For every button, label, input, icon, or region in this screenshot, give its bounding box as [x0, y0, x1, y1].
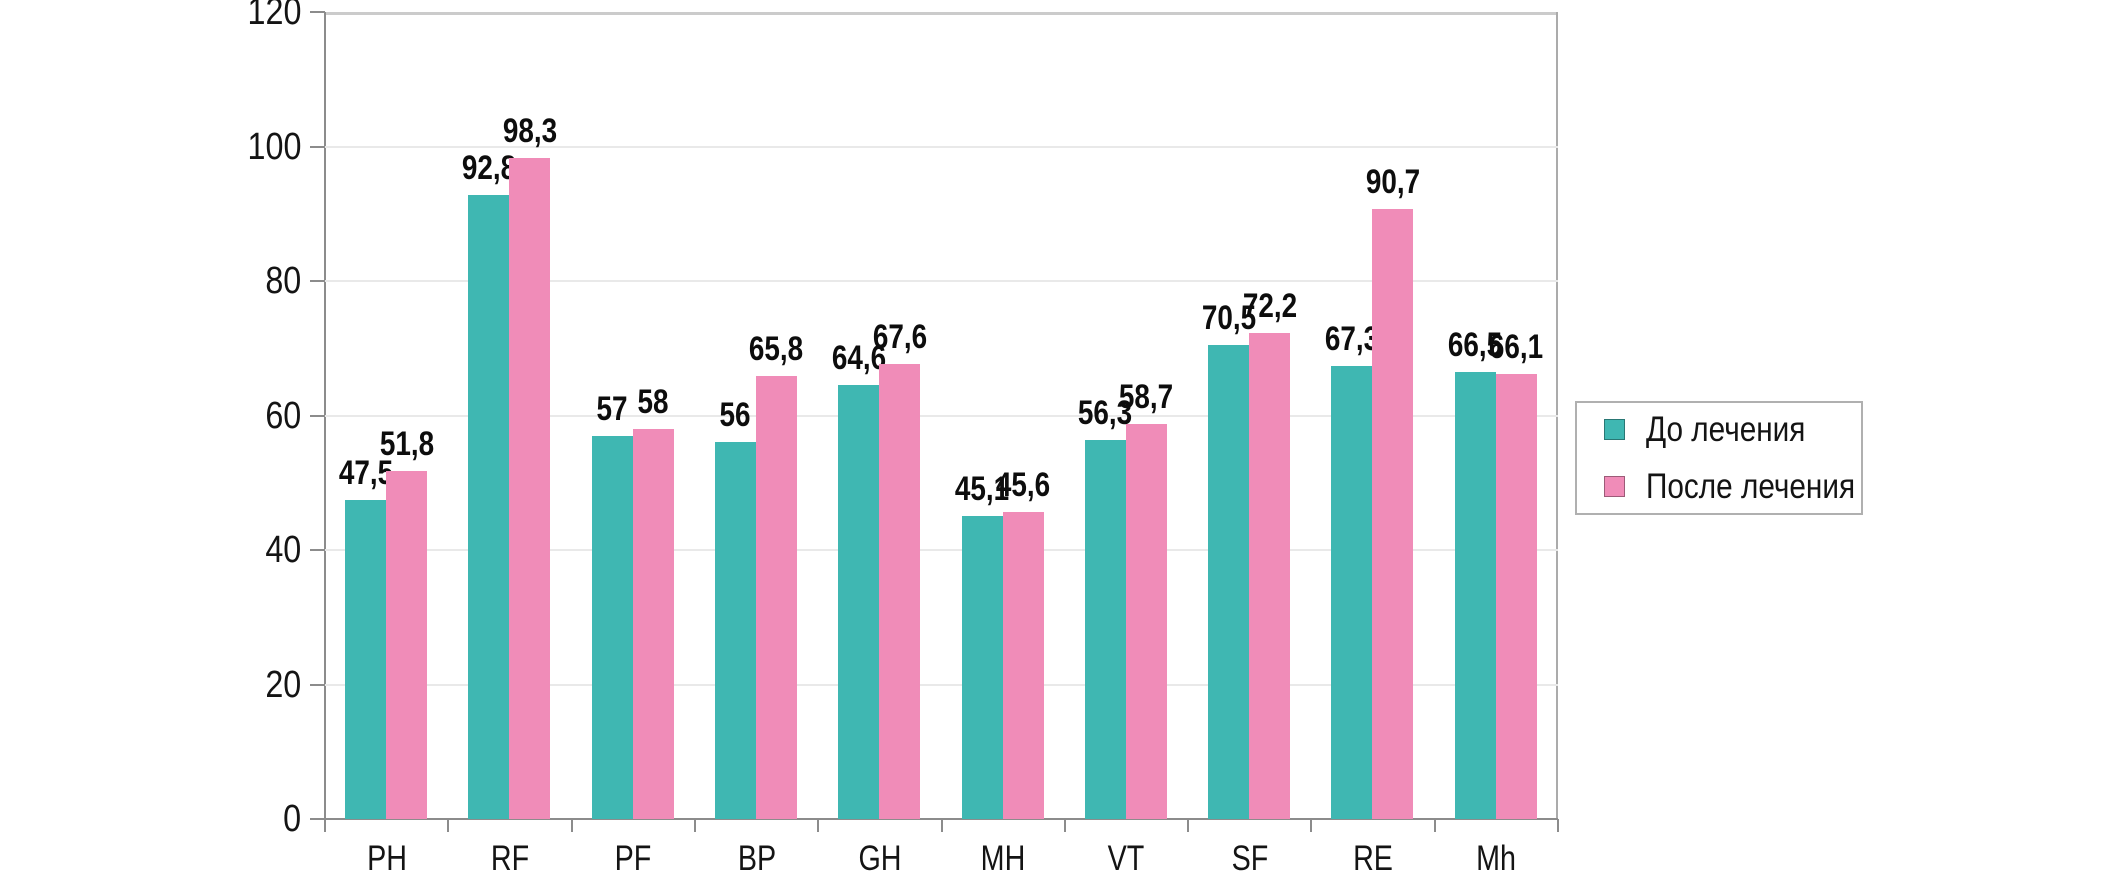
value-label-before-BP: 56: [719, 396, 751, 435]
gridline-60: [325, 414, 1558, 417]
gridline-20: [325, 683, 1558, 686]
category-label-PH: PH: [366, 839, 407, 872]
category-label-MH: MH: [980, 839, 1026, 872]
value-label-before-GH: 64,6: [831, 338, 886, 377]
bar-before-MH: [961, 515, 1003, 819]
value-label-after-Mh: 66,1: [1489, 328, 1544, 367]
x-tick-7: [1187, 819, 1190, 832]
y-tick-100: [310, 145, 325, 148]
category-label-Mh: Mh: [1476, 839, 1517, 872]
bar-before-RE: [1331, 366, 1373, 819]
value-label-before-Mh: 66,5: [1448, 325, 1503, 364]
legend-item-before-treatment: До лечения: [1604, 412, 1861, 447]
bar-after-GH: [879, 364, 921, 819]
y-tick-0: [310, 818, 325, 820]
y-tick-label-100: 100: [247, 125, 301, 168]
bar-before-GH: [838, 384, 880, 819]
category-label-RF: RF: [490, 839, 530, 872]
bar-before-PF: [591, 435, 633, 819]
category-label-BP: BP: [737, 839, 776, 872]
value-label-after-SF: 72,2: [1242, 287, 1297, 326]
y-tick-80: [310, 280, 325, 282]
bar-after-SF: [1249, 333, 1291, 819]
bar-after-VT: [1125, 424, 1167, 819]
category-label-GH: GH: [858, 839, 902, 872]
category-label-RE: RE: [1353, 839, 1393, 872]
legend-label-after-treatment: После лечения: [1646, 467, 1856, 506]
value-label-after-PH: 51,8: [379, 424, 434, 463]
y-tick-label-120: 120: [247, 0, 301, 33]
y-tick-label-20: 20: [265, 663, 301, 706]
category-label-VT: VT: [1108, 839, 1145, 872]
value-label-after-BP: 65,8: [749, 330, 804, 369]
x-tick-9: [1433, 819, 1436, 832]
bar-before-BP: [714, 442, 756, 819]
x-tick-0: [324, 819, 326, 832]
value-label-before-MH: 45,1: [954, 469, 1010, 508]
value-label-after-RF: 98,3: [502, 111, 557, 150]
y-tick-20: [310, 683, 325, 686]
category-label-PF: PF: [614, 839, 652, 872]
value-label-after-MH: 45,6: [995, 466, 1051, 505]
bar-before-RF: [468, 194, 510, 819]
value-label-before-VT: 56,3: [1078, 394, 1133, 433]
bar-after-BP: [755, 376, 797, 819]
plot-top-border: [325, 12, 1558, 15]
bar-before-Mh: [1454, 371, 1496, 819]
legend-item-after-treatment: После лечения: [1604, 469, 1861, 504]
bar-after-RF: [509, 157, 551, 819]
value-label-after-RE: 90,7: [1365, 163, 1421, 202]
y-tick-label-0: 0: [283, 798, 301, 840]
legend: До лечения После лечения: [1575, 401, 1863, 515]
value-label-before-RE: 67,3: [1324, 320, 1380, 359]
gridline-40: [325, 549, 1558, 551]
bar-after-MH: [1002, 512, 1044, 819]
x-tick-5: [940, 819, 943, 832]
category-label-SF: SF: [1231, 839, 1269, 872]
x-tick-8: [1310, 819, 1313, 832]
y-tick-label-40: 40: [265, 529, 301, 571]
value-label-before-SF: 70,5: [1201, 298, 1256, 337]
bar-after-PF: [632, 428, 674, 819]
x-tick-3: [693, 819, 696, 832]
legend-swatch-before-treatment: [1604, 419, 1625, 440]
value-label-after-GH: 67,6: [872, 318, 927, 357]
y-tick-40: [310, 549, 325, 551]
gridline-80: [325, 280, 1558, 282]
y-tick-60: [310, 414, 325, 417]
value-label-after-VT: 58,7: [1119, 378, 1174, 417]
y-tick-label-60: 60: [265, 394, 301, 437]
bar-after-Mh: [1495, 374, 1537, 819]
value-label-before-RF: 92,8: [461, 148, 516, 187]
legend-swatch-after-treatment: [1604, 476, 1625, 497]
bar-before-VT: [1084, 440, 1126, 819]
y-tick-label-80: 80: [265, 260, 301, 302]
x-tick-6: [1063, 819, 1066, 832]
x-tick-1: [447, 819, 450, 832]
bar-after-RE: [1372, 209, 1414, 819]
gridline-100: [325, 145, 1558, 148]
y-tick-120: [310, 11, 325, 13]
value-label-before-PF: 57: [596, 389, 628, 428]
x-tick-2: [570, 819, 573, 832]
bar-before-PH: [345, 499, 386, 819]
value-label-after-PF: 58: [637, 382, 669, 421]
x-tick-4: [817, 819, 820, 832]
value-label-before-PH: 47,5: [338, 453, 393, 492]
x-tick-10: [1557, 819, 1559, 832]
bar-before-SF: [1208, 344, 1250, 819]
bar-after-PH: [386, 470, 427, 819]
legend-label-before-treatment: До лечения: [1646, 410, 1806, 449]
